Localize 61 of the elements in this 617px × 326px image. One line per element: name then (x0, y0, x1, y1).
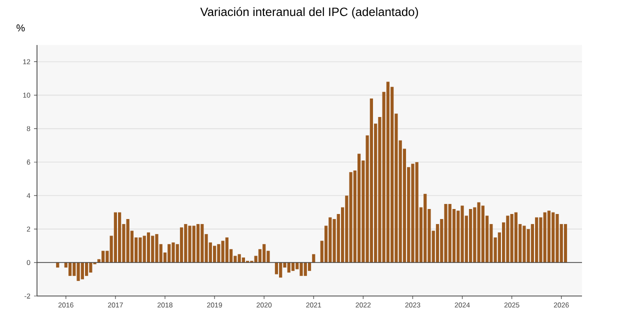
bar (76, 262, 80, 281)
bar (556, 214, 559, 263)
bar (424, 194, 427, 263)
bar (192, 226, 196, 263)
bar (80, 262, 84, 280)
bar (370, 98, 373, 263)
bar (142, 236, 146, 263)
bar (138, 237, 142, 263)
bar (279, 262, 282, 278)
bar (448, 204, 452, 263)
bar (287, 262, 290, 273)
bar (114, 212, 117, 263)
bar (411, 164, 414, 263)
bar (274, 262, 278, 274)
bar (358, 154, 361, 263)
bar (151, 236, 154, 263)
bar (444, 204, 448, 263)
bar (510, 214, 514, 263)
bar (547, 210, 551, 263)
bar (564, 224, 568, 263)
bar (506, 216, 510, 263)
bar (300, 262, 303, 276)
bar (238, 254, 241, 263)
bar (312, 254, 316, 263)
bar (415, 162, 418, 263)
bar (196, 224, 200, 263)
bar (168, 244, 171, 263)
bar (328, 217, 332, 263)
bar (89, 262, 92, 273)
bar (349, 172, 352, 263)
bar (386, 82, 390, 263)
bar (200, 224, 204, 263)
chart-title: Variación interanual del IPC (adelantado) (200, 7, 418, 18)
bar (221, 240, 224, 263)
bar (217, 244, 220, 263)
bar (481, 206, 484, 263)
bar (126, 219, 130, 263)
bar (184, 224, 188, 263)
bar (468, 208, 472, 263)
bar (68, 262, 72, 276)
bar (522, 226, 526, 263)
bar (188, 226, 192, 263)
bar (477, 202, 480, 263)
bar (102, 250, 105, 263)
bar (514, 212, 518, 263)
bar (85, 262, 88, 276)
bar (291, 262, 295, 271)
bar (172, 242, 175, 263)
bar (212, 246, 216, 263)
bar (262, 244, 266, 263)
bar (304, 262, 307, 276)
bar (535, 217, 538, 263)
bar (180, 227, 184, 263)
bar (460, 206, 464, 263)
y-axis-title: % (16, 24, 25, 32)
bar (118, 212, 122, 263)
bar (552, 212, 555, 263)
bar (225, 237, 228, 263)
bar (155, 234, 158, 263)
bar (543, 212, 546, 263)
bar (146, 232, 150, 263)
